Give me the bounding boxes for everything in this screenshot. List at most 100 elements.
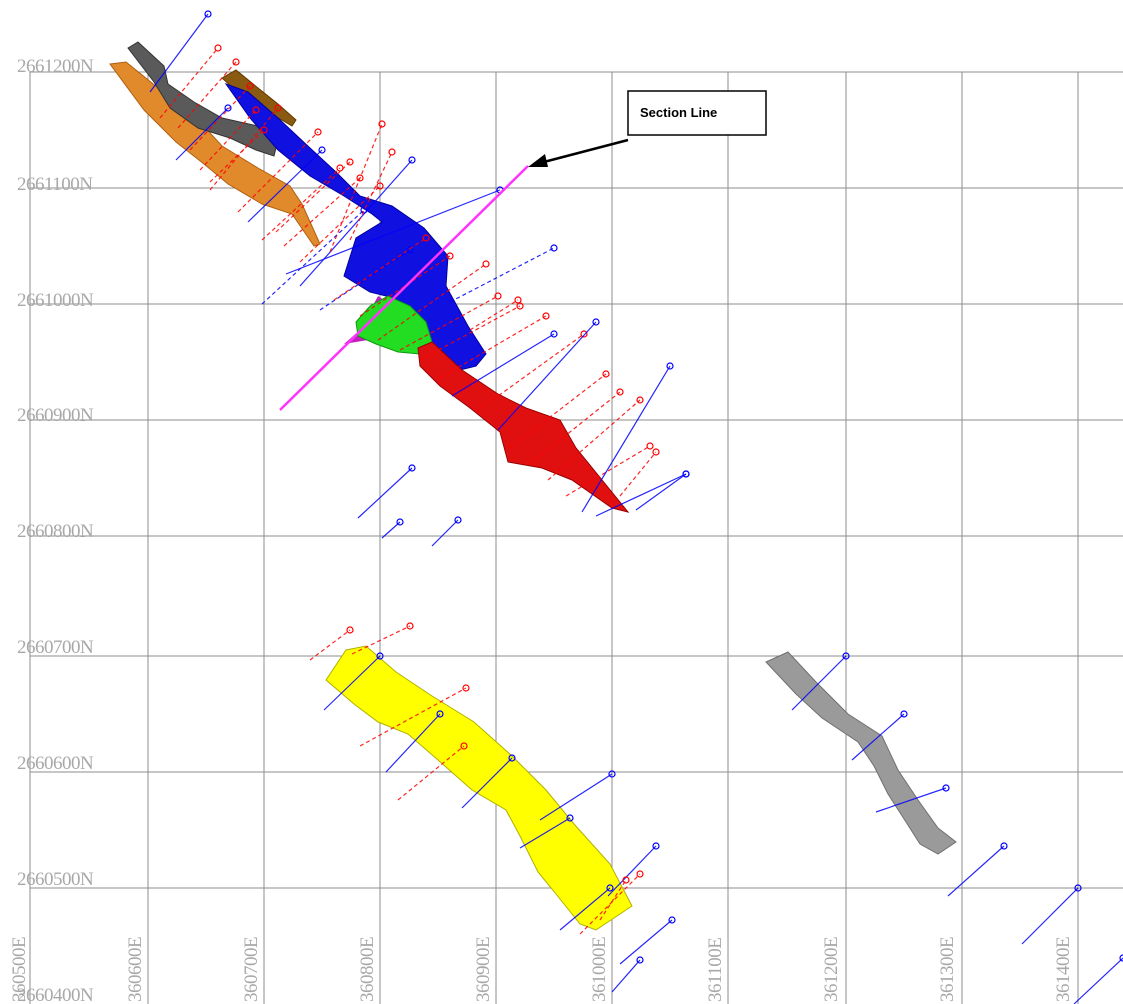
drill-collar [408, 156, 416, 164]
drill-collar [550, 330, 558, 338]
drill-collar [652, 842, 660, 850]
callout-arrow-line [539, 138, 629, 165]
drill-collar [616, 388, 624, 396]
drill-collar [260, 126, 268, 134]
drill-trace [635, 473, 687, 511]
drill-trace [1021, 887, 1079, 945]
drill-collar [406, 622, 414, 630]
drill-trace [397, 745, 465, 801]
northing-label-2660500: 2660500N [17, 869, 94, 890]
drill-trace [529, 391, 621, 465]
drill-collar [508, 754, 516, 762]
easting-label-361300: 361300E [937, 937, 958, 1002]
northing-label-2661000: 2661000N [17, 290, 94, 311]
drill-trace [299, 185, 381, 263]
easting-label-361400: 361400E [1053, 937, 1074, 1002]
drill-collar [406, 246, 414, 254]
drill-trace [309, 629, 351, 661]
yellow-body [325, 645, 633, 931]
drill-collar [246, 82, 254, 90]
drill-trace [579, 873, 641, 935]
drill-trace [611, 959, 641, 993]
section-line-callout: Section Line [528, 90, 767, 167]
drill-collar [252, 106, 260, 114]
drill-trace [607, 845, 657, 897]
drill-trace [329, 123, 383, 253]
drill-trace [285, 189, 501, 275]
drill-trace [419, 305, 521, 361]
drill-collar [460, 742, 468, 750]
drill-collar [214, 44, 222, 52]
drill-trace [595, 473, 687, 517]
drill-collar [356, 174, 364, 182]
drill-trace [565, 445, 651, 497]
drill-trace [385, 713, 441, 773]
easting-label-360600: 360600E [125, 937, 146, 1002]
drill-trace [349, 151, 393, 241]
drill-collar [346, 626, 354, 634]
drill-collar [542, 312, 550, 320]
drill-trace [177, 61, 237, 129]
easting-label-360800: 360800E [357, 937, 378, 1002]
drill-collar [942, 784, 950, 792]
drill-collar [606, 884, 614, 892]
drill-trace [351, 625, 411, 655]
drill-collar [1074, 884, 1082, 892]
drill-trace [1073, 957, 1123, 1004]
drill-trace [469, 299, 519, 331]
drill-collar [232, 58, 240, 66]
drill-collar [396, 518, 404, 526]
drill-trace [619, 919, 673, 965]
drill-trace [875, 787, 947, 813]
drill-trace [159, 47, 219, 119]
drill-trace [381, 521, 401, 539]
drill-collar [668, 916, 676, 924]
drill-collar [636, 870, 644, 878]
drill-collar [408, 464, 416, 472]
drill-trace [851, 713, 905, 761]
red-body [417, 341, 630, 513]
easting-label-361200: 361200E [821, 937, 842, 1002]
drill-collar [318, 146, 326, 154]
drill-trace [333, 237, 427, 301]
drill-collar [422, 234, 430, 242]
drill-collar [482, 260, 490, 268]
drill-collar [494, 292, 502, 300]
drill-trace [299, 159, 413, 287]
drill-collar [636, 396, 644, 404]
callout-box [627, 90, 767, 136]
northing-label-2660800: 2660800N [17, 521, 94, 542]
drill-collar [388, 148, 396, 156]
drill-trace [599, 879, 627, 921]
drill-trace [539, 773, 613, 821]
drill-trace [247, 149, 323, 223]
drill-trace [461, 757, 513, 809]
northing-label-2661200: 2661200N [17, 56, 94, 77]
drill-trace [947, 845, 1005, 897]
grid-labels: 2661200N 2661100N 2661000N 2660900N 2660… [9, 56, 1074, 1004]
easting-label-361000: 361000E [589, 937, 610, 1002]
drill-collar [454, 516, 462, 524]
drill-collar [592, 318, 600, 326]
drill-trace [559, 887, 611, 931]
northing-label-2661100: 2661100N [17, 174, 93, 195]
northing-label-2660600: 2660600N [17, 753, 94, 774]
northing-label-2660700: 2660700N [17, 637, 94, 658]
drill-trace [399, 295, 499, 351]
drill-collar [550, 244, 558, 252]
drill-collar [314, 128, 322, 136]
drill-collar [462, 684, 470, 692]
drill-trace [619, 451, 657, 497]
drill-trace [357, 467, 413, 519]
drill-collar [378, 120, 386, 128]
section-line [279, 165, 529, 411]
drill-collar [636, 956, 644, 964]
drill-collar [646, 442, 654, 450]
callout-label: Section Line [640, 105, 717, 120]
drill-holes [149, 10, 1123, 1004]
drill-collar [652, 448, 660, 456]
drill-trace [581, 365, 671, 513]
easting-label-361100: 361100E [705, 938, 726, 1002]
grey-body [765, 651, 957, 855]
